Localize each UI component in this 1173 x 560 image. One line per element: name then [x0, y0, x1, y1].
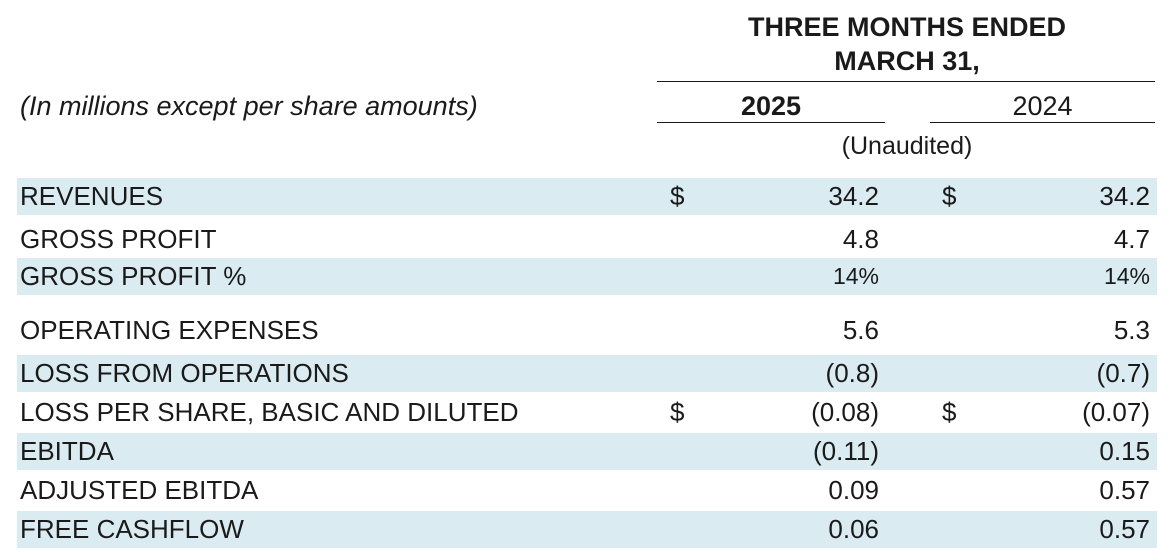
table-row-loss-from-operations: LOSS FROM OPERATIONS (0.8) (0.7)	[17, 355, 1157, 392]
value-2024: 0.15	[1099, 436, 1150, 466]
row-label: GROSS PROFIT %	[20, 261, 247, 291]
value-2024: 0.57	[1099, 514, 1150, 544]
currency-symbol-2024: $	[942, 397, 957, 427]
table-row-operating-expenses: OPERATING EXPENSES 5.6 5.3	[17, 312, 1157, 349]
currency-symbol-2024: $	[942, 181, 957, 211]
unaudited-note: (Unaudited)	[841, 132, 973, 160]
row-label: GROSS PROFIT	[20, 224, 217, 254]
value-2024: 4.7	[1113, 224, 1150, 254]
value-2025: (0.11)	[813, 436, 879, 466]
value-2024: 14%	[1103, 263, 1150, 289]
row-label: REVENUES	[20, 181, 164, 211]
value-2024: (0.7)	[1096, 358, 1150, 388]
row-label: LOSS PER SHARE, BASIC AND DILUTED	[20, 397, 519, 427]
year-2025-header: 2025	[740, 91, 802, 121]
table-row-loss-per-share: LOSS PER SHARE, BASIC AND DILUTED $ (0.0…	[17, 394, 1157, 431]
value-2025: 0.09	[828, 475, 879, 505]
table-row-free-cashflow: FREE CASHFLOW 0.06 0.57	[17, 511, 1157, 548]
currency-symbol-2025: $	[670, 397, 685, 427]
row-label: ADJUSTED EBITDA	[20, 475, 259, 505]
table-row-gross-profit-pct: GROSS PROFIT % 14% 14%	[17, 258, 1157, 295]
value-2025: (0.08)	[811, 397, 879, 427]
table-row-gross-profit: GROSS PROFIT 4.8 4.7	[17, 221, 1157, 258]
period-heading-line1: THREE MONTHS ENDED	[747, 12, 1066, 42]
value-2025: 4.8	[842, 224, 879, 254]
table-row-adjusted-ebitda: ADJUSTED EBITDA 0.09 0.57	[17, 472, 1157, 509]
year-2024-header: 2024	[1012, 91, 1073, 121]
row-label: OPERATING EXPENSES	[20, 315, 319, 345]
value-2024: (0.07)	[1082, 397, 1150, 427]
period-heading: THREE MONTHS ENDED MARCH 31,	[657, 10, 1157, 78]
row-label: EBITDA	[20, 436, 114, 466]
value-2025: 34.2	[828, 181, 879, 211]
units-label: (In millions except per share amounts)	[20, 91, 478, 121]
table-row-revenues: REVENUES $ 34.2 $ 34.2	[17, 178, 1157, 215]
value-2024: 0.57	[1099, 475, 1150, 505]
table-row-ebitda: EBITDA (0.11) 0.15	[17, 433, 1157, 470]
row-label: FREE CASHFLOW	[20, 514, 244, 544]
value-2024: 34.2	[1099, 181, 1150, 211]
year-2025-underline	[657, 122, 885, 123]
value-2025: 14%	[832, 263, 879, 289]
value-2025: (0.8)	[825, 358, 879, 388]
period-heading-line2: MARCH 31,	[834, 46, 980, 76]
value-2025: 0.06	[828, 514, 879, 544]
value-2024: 5.3	[1113, 315, 1150, 345]
year-2024-underline	[930, 122, 1155, 123]
row-label: LOSS FROM OPERATIONS	[20, 358, 349, 388]
period-underline	[657, 81, 1155, 82]
currency-symbol-2025: $	[670, 181, 685, 211]
value-2025: 5.6	[842, 315, 879, 345]
